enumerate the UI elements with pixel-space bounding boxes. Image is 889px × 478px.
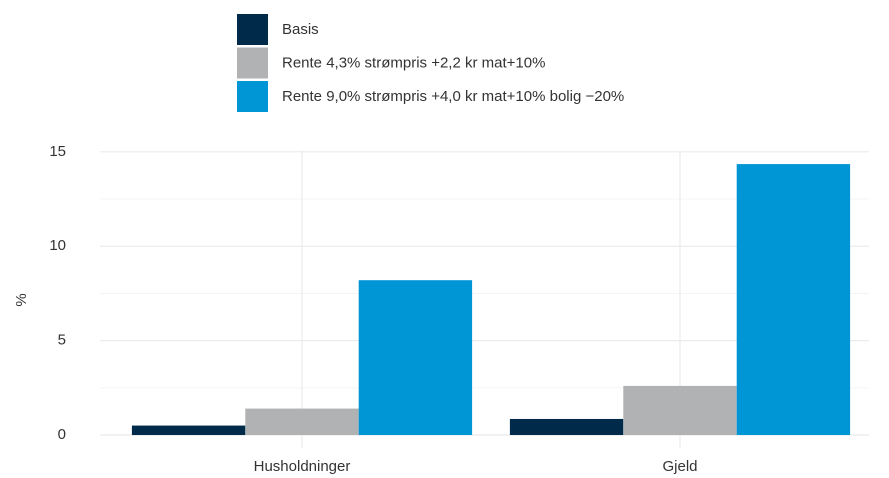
bar	[623, 385, 737, 436]
legend-swatch	[237, 14, 268, 45]
x-tick-label: Gjeld	[662, 458, 697, 475]
bar	[358, 280, 473, 436]
legend-swatch	[237, 81, 268, 112]
y-tick-label: 10	[49, 237, 66, 254]
bar	[736, 164, 851, 436]
bar	[245, 408, 359, 436]
legend-swatch	[237, 47, 268, 79]
x-tick-label: Husholdninger	[254, 458, 351, 475]
y-tick-label: 0	[58, 426, 66, 443]
bar	[131, 425, 246, 436]
legend-label: Rente 4,3% strømpris +2,2 kr mat+10%	[282, 54, 545, 71]
legend-label: Basis	[282, 21, 319, 38]
y-tick-label: 15	[49, 143, 66, 160]
bar	[509, 418, 624, 436]
y-axis-label: %	[13, 293, 30, 306]
y-tick-label: 5	[58, 332, 66, 349]
legend-label: Rente 9,0% strømpris +4,0 kr mat+10% bol…	[282, 88, 624, 105]
